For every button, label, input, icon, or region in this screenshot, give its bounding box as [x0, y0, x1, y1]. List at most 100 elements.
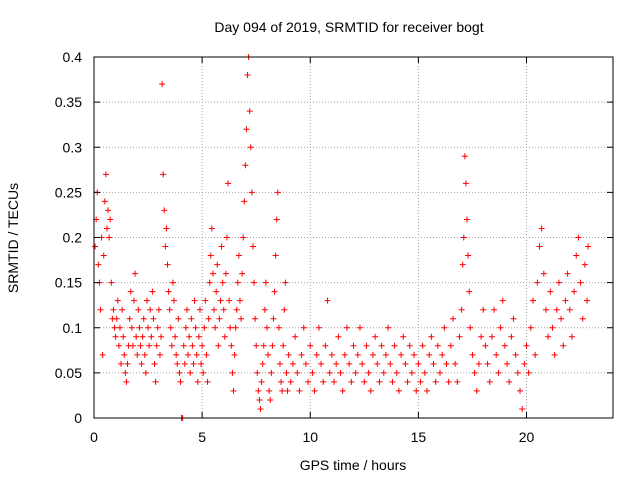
- data-point: [395, 387, 402, 394]
- chart-title: Day 094 of 2019, SRMTID for receiver bog…: [214, 19, 483, 35]
- data-point: [171, 297, 178, 304]
- data-point: [439, 351, 446, 358]
- data-point: [465, 252, 472, 259]
- data-point: [194, 378, 201, 385]
- data-point: [182, 324, 189, 331]
- data-point: [341, 351, 348, 358]
- data-point: [462, 180, 469, 187]
- data-point: [469, 351, 476, 358]
- data-point: [95, 261, 102, 268]
- data-point: [186, 333, 193, 340]
- data-point: [482, 342, 489, 349]
- data-point: [400, 333, 407, 340]
- data-point: [275, 324, 282, 331]
- y-axis-label: SRMTID / TECUs: [5, 183, 21, 293]
- data-point: [204, 378, 211, 385]
- data-point: [99, 351, 106, 358]
- data-point: [315, 324, 322, 331]
- data-point: [240, 234, 247, 241]
- data-point: [132, 270, 139, 277]
- data-point: [413, 387, 420, 394]
- data-point: [202, 297, 209, 304]
- data-point: [266, 387, 273, 394]
- data-point: [495, 369, 502, 376]
- data-point: [560, 342, 567, 349]
- data-point: [101, 198, 108, 205]
- data-point: [402, 360, 409, 367]
- data-point: [213, 288, 220, 295]
- data-point: [120, 333, 127, 340]
- data-point: [142, 369, 149, 376]
- data-point: [501, 342, 508, 349]
- data-point: [154, 324, 161, 331]
- data-point: [151, 360, 158, 367]
- data-point: [564, 270, 571, 277]
- data-point: [279, 387, 286, 394]
- x-tick-label: 20: [519, 429, 535, 445]
- data-point: [233, 306, 240, 313]
- data-points: [92, 54, 592, 421]
- data-point: [200, 369, 207, 376]
- data-point: [339, 387, 346, 394]
- data-point: [289, 360, 296, 367]
- x-tick-label: 10: [302, 429, 318, 445]
- data-point: [192, 324, 199, 331]
- data-point: [149, 288, 156, 295]
- data-point: [103, 225, 110, 232]
- data-point: [270, 315, 277, 322]
- data-point: [534, 279, 541, 286]
- data-point: [256, 396, 263, 403]
- data-point: [568, 333, 575, 340]
- data-point: [320, 378, 327, 385]
- data-point: [434, 342, 441, 349]
- data-point: [265, 351, 272, 358]
- data-point: [443, 360, 450, 367]
- data-point: [432, 378, 439, 385]
- data-point: [385, 324, 392, 331]
- data-point: [127, 288, 134, 295]
- data-point: [252, 315, 259, 322]
- data-point: [549, 324, 556, 331]
- data-point: [335, 333, 342, 340]
- data-point: [517, 387, 524, 394]
- data-point: [128, 324, 135, 331]
- data-point: [269, 342, 276, 349]
- data-point: [519, 405, 526, 412]
- data-point: [536, 243, 543, 250]
- data-point: [456, 333, 463, 340]
- data-point: [391, 342, 398, 349]
- data-point: [298, 351, 305, 358]
- x-tick-label: 15: [411, 429, 427, 445]
- data-point: [272, 252, 279, 259]
- data-point: [159, 81, 166, 88]
- data-point: [123, 378, 130, 385]
- data-point: [523, 342, 530, 349]
- data-point: [571, 288, 578, 295]
- data-point: [276, 360, 283, 367]
- data-point: [176, 369, 183, 376]
- data-point: [196, 306, 203, 313]
- data-point: [229, 369, 236, 376]
- x-axis-label: GPS time / hours: [300, 457, 407, 473]
- data-point: [452, 360, 459, 367]
- data-point: [488, 333, 495, 340]
- data-point: [566, 306, 573, 313]
- y-tick-label: 0.15: [55, 275, 82, 291]
- data-point: [281, 306, 288, 313]
- data-point: [521, 360, 528, 367]
- data-point: [406, 342, 413, 349]
- data-point: [282, 279, 289, 286]
- y-tick-label: 0.25: [55, 184, 82, 200]
- data-point: [510, 315, 517, 322]
- data-point: [280, 342, 287, 349]
- data-point: [486, 378, 493, 385]
- data-point: [408, 369, 415, 376]
- data-point: [119, 306, 126, 313]
- data-point: [369, 351, 376, 358]
- data-point: [129, 342, 136, 349]
- data-point: [577, 279, 584, 286]
- data-point: [153, 342, 160, 349]
- data-point: [411, 351, 418, 358]
- data-point: [421, 369, 428, 376]
- data-point: [415, 360, 422, 367]
